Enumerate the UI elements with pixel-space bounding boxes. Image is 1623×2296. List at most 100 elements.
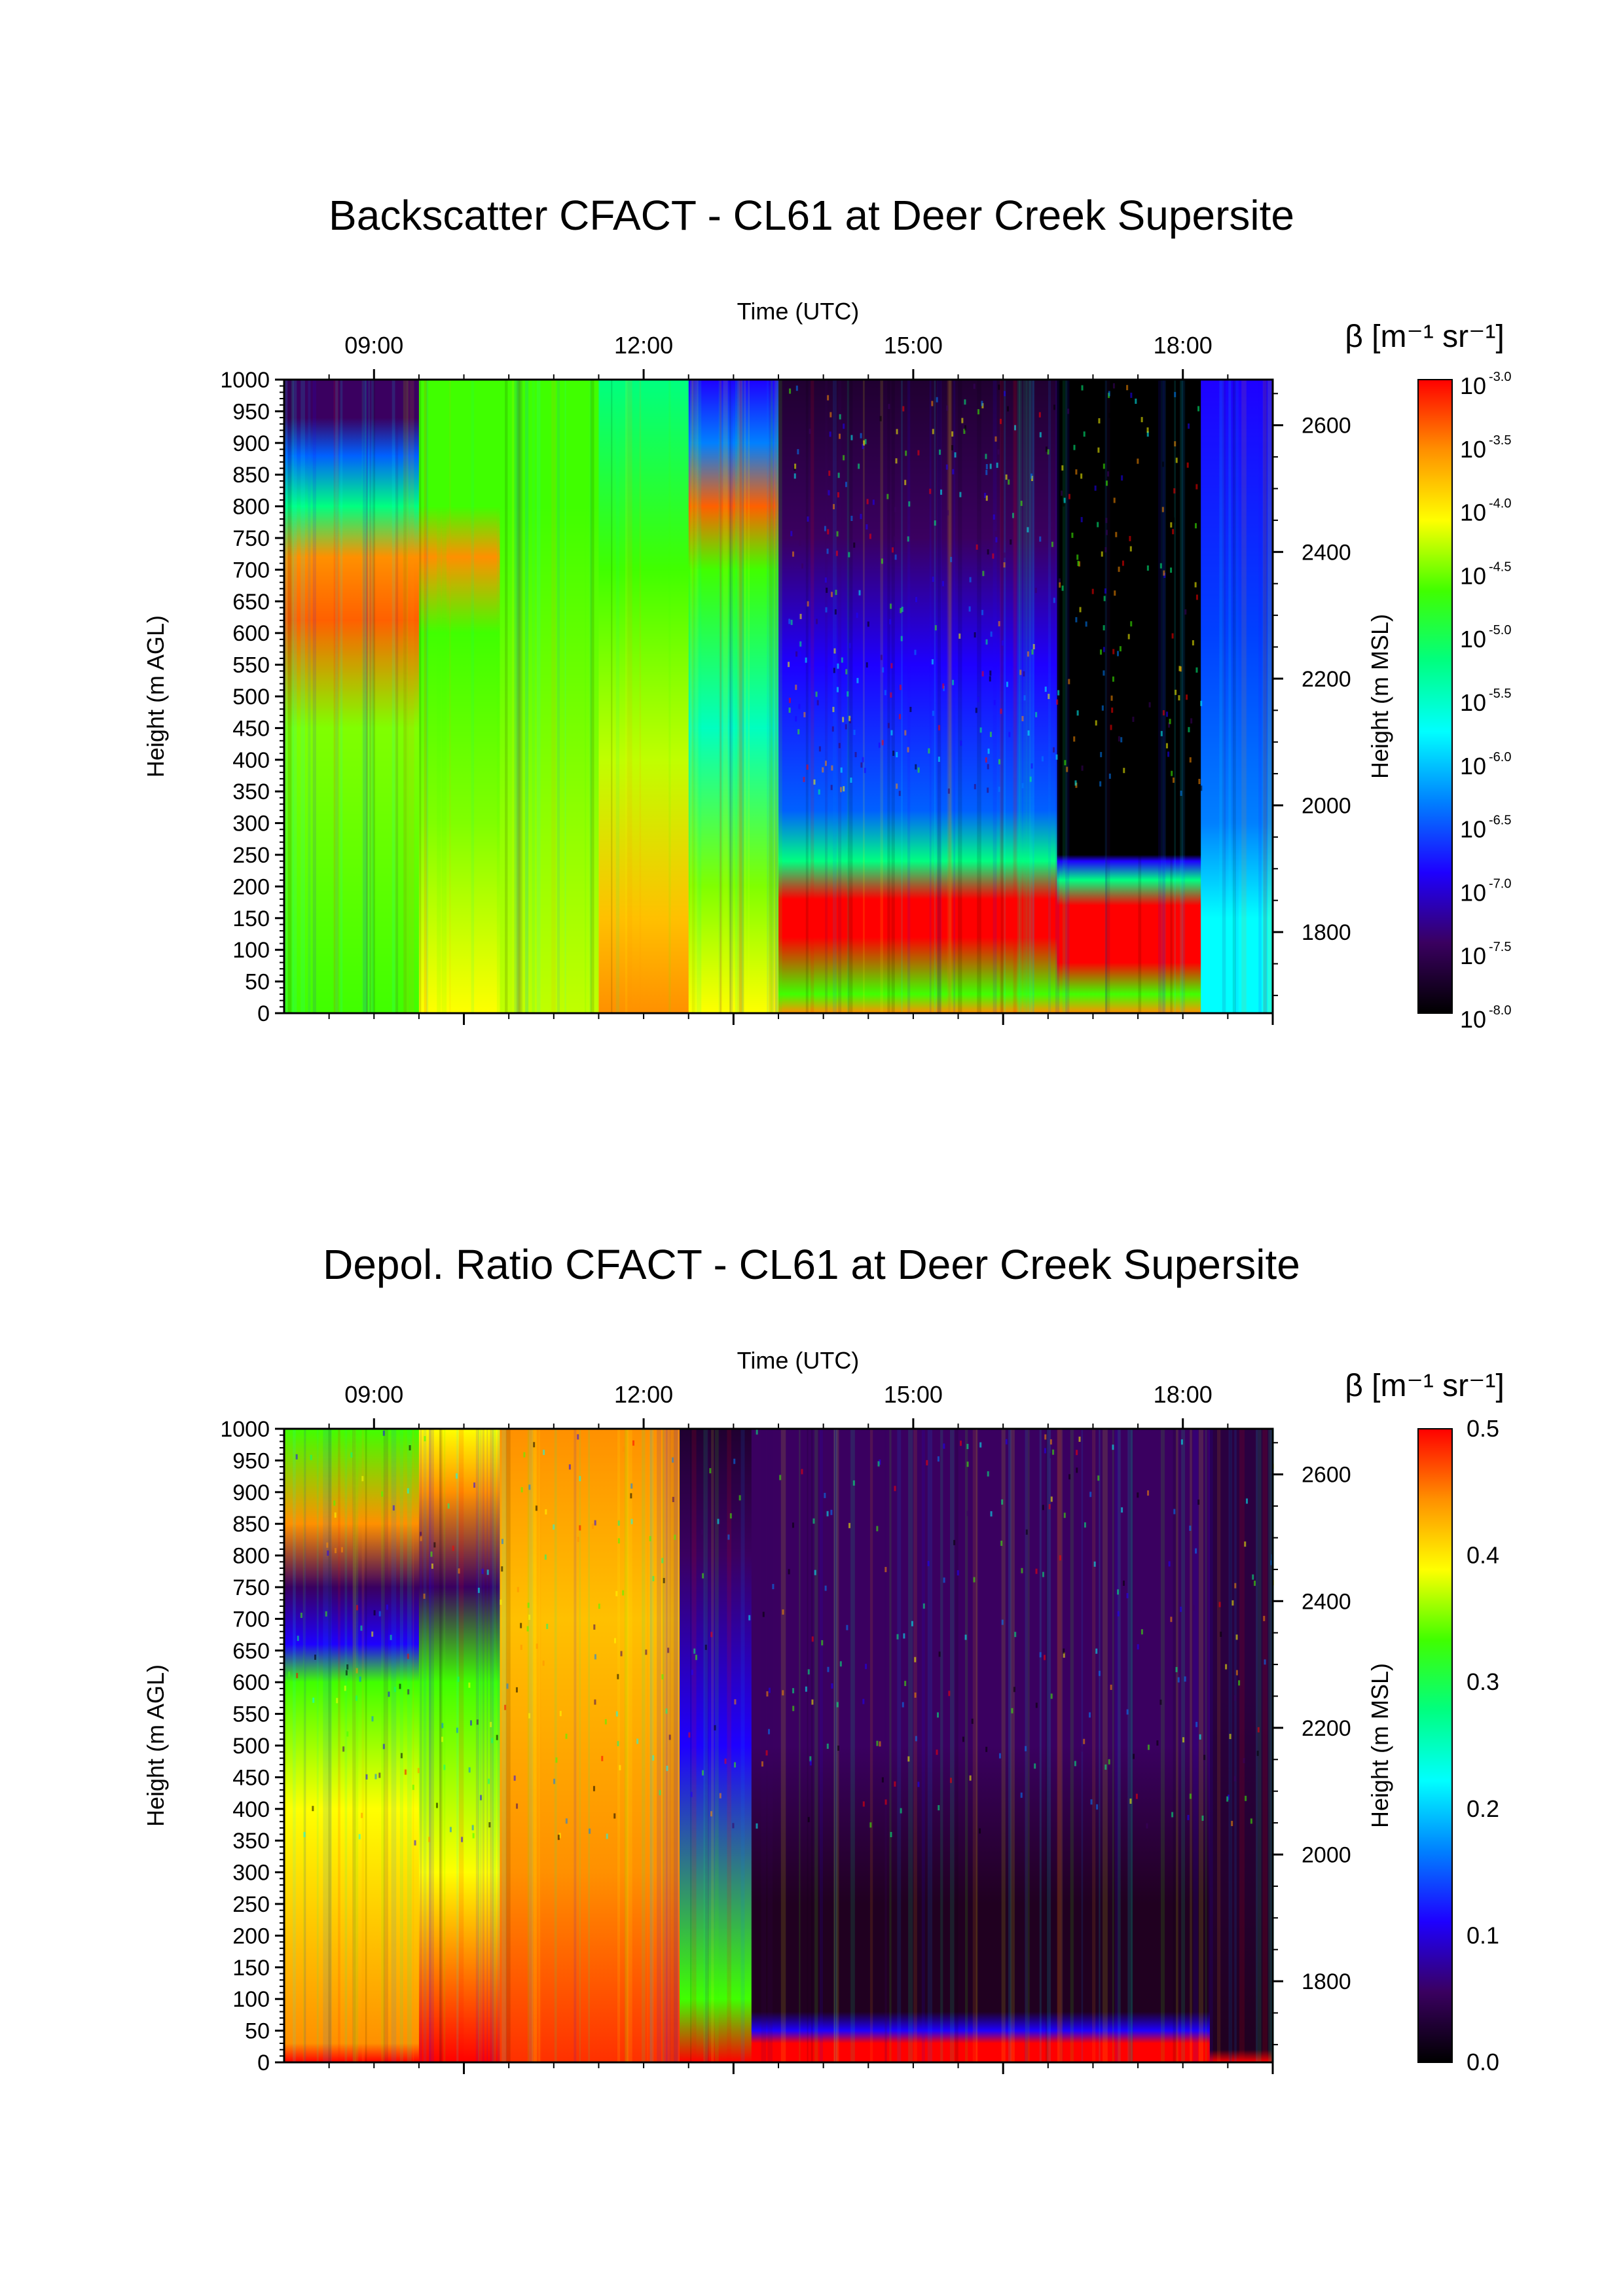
heatmap-speckle	[837, 1745, 840, 1751]
heatmap-speckle	[926, 1460, 928, 1465]
heatmap-streak	[1232, 380, 1236, 1013]
heatmap-speckle	[469, 1720, 472, 1726]
heatmap-speckle	[1129, 1798, 1132, 1804]
heatmap-speckle	[1173, 777, 1175, 783]
heatmap-speckle	[942, 683, 945, 689]
heatmap-speckle	[1127, 634, 1130, 639]
heatmap-speckle	[833, 504, 835, 510]
y-tick-label: 400	[232, 1797, 270, 1822]
heatmap-speckle	[765, 1750, 768, 1756]
heatmap-speckle	[1097, 1475, 1100, 1481]
heatmap-streak	[407, 380, 410, 1013]
heatmap-speckle	[853, 729, 856, 735]
heatmap-speckle	[1103, 670, 1105, 676]
heatmap-speckle	[837, 663, 839, 669]
heatmap-speckle	[1263, 1615, 1266, 1621]
heatmap-streak	[1105, 380, 1108, 1013]
heatmap-speckle	[1027, 730, 1030, 736]
heatmap-speckle	[528, 1484, 531, 1490]
heatmap-speckle	[914, 1657, 917, 1662]
heatmap-speckle	[390, 1634, 392, 1640]
heatmap-streak	[439, 1429, 443, 2062]
heatmap-speckle	[915, 1736, 917, 1742]
heatmap-speckle	[826, 1511, 829, 1516]
heatmap-speckle	[884, 1799, 887, 1805]
heatmap-streak	[950, 1429, 955, 2062]
heatmap-speckle	[1001, 1499, 1004, 1505]
heatmap-speckle	[879, 1459, 881, 1465]
heatmap-speckle	[1117, 1611, 1120, 1617]
heatmap-band	[688, 380, 779, 1013]
heatmap-speckle	[880, 655, 883, 660]
heatmap-speckle	[1012, 512, 1014, 518]
heatmap-speckle	[788, 698, 791, 704]
heatmap-speckle	[1071, 546, 1074, 552]
y2-tick-label: 2000	[1302, 793, 1351, 818]
heatmap-speckle	[1021, 715, 1024, 721]
heatmap-speckle	[788, 708, 791, 713]
heatmap-speckle	[672, 1497, 674, 1503]
heatmap-speckle	[1081, 765, 1084, 771]
heatmap-speckle	[833, 668, 835, 673]
heatmap-speckle	[879, 1741, 881, 1747]
heatmap-speckle	[1113, 497, 1116, 503]
heatmap-speckle	[717, 1518, 720, 1524]
heatmap-speckle	[1147, 1490, 1150, 1496]
heatmap-speckle	[1220, 1631, 1222, 1637]
heatmap-speckle	[981, 401, 983, 406]
heatmap-speckle	[661, 1558, 664, 1564]
heatmap-speckle	[528, 1614, 531, 1620]
colorbar-tick-label: 0.1	[1467, 1922, 1499, 1948]
heatmap-speckle	[1180, 791, 1182, 797]
heatmap-streak	[696, 380, 702, 1013]
heatmap-streak	[589, 380, 592, 1013]
heatmap-streak	[1081, 1429, 1084, 2062]
heatmap-speckle	[523, 1452, 526, 1458]
heatmap-speckle	[501, 1566, 503, 1572]
heatmap-speckle	[407, 1689, 410, 1695]
heatmap-streak	[719, 380, 721, 1013]
y-tick-label: 1000	[220, 368, 270, 393]
heatmap-streak	[1219, 380, 1224, 1013]
y2-tick-label: 2200	[1302, 1716, 1351, 1741]
heatmap-speckle	[748, 1615, 751, 1621]
heatmap-streak	[532, 380, 535, 1013]
heatmap-speckle	[1034, 588, 1037, 594]
heatmap-speckle	[1150, 614, 1153, 620]
heatmap-streak	[668, 380, 671, 1013]
heatmap-speckle	[388, 1691, 390, 1697]
heatmap-speckle	[1095, 1648, 1098, 1654]
heatmap-streak	[691, 380, 696, 1013]
heatmap-speckle	[1139, 778, 1141, 784]
heatmap-speckle	[1104, 1764, 1107, 1770]
heatmap-speckle	[1068, 493, 1070, 499]
heatmap-speckle	[592, 1523, 594, 1529]
heatmap-speckle	[1059, 582, 1061, 588]
chart-title-depol: Depol. Ratio CFACT - CL61 at Deer Creek …	[323, 1241, 1300, 1288]
heatmap-streak	[365, 380, 367, 1013]
heatmap-streak	[1014, 380, 1017, 1013]
heatmap-streak	[729, 380, 733, 1013]
heatmap-speckle	[1188, 423, 1190, 429]
heatmap-speckle	[1029, 776, 1032, 782]
heatmap-speckle	[807, 1669, 810, 1675]
heatmap-speckle	[984, 492, 987, 498]
heatmap-speckle	[830, 1509, 833, 1515]
heatmap-speckle	[917, 450, 920, 456]
heatmap-speckle	[1108, 1759, 1110, 1765]
heatmap-streak	[501, 1429, 507, 2062]
heatmap-speckle	[1137, 458, 1139, 464]
heatmap-speckle	[409, 1445, 411, 1451]
heatmap-speckle	[876, 1526, 879, 1532]
heatmap-speckle	[1194, 582, 1197, 588]
heatmap-speckle	[890, 1831, 892, 1837]
heatmap-speckle	[496, 1734, 498, 1740]
colorbar-tick-exponent: -6.5	[1489, 814, 1511, 828]
heatmap-speckle	[898, 713, 901, 719]
heatmap-speckle	[1039, 536, 1042, 542]
heatmap-band	[1057, 380, 1201, 1013]
heatmap-streak	[490, 1429, 494, 2062]
heatmap-speckle	[896, 1634, 899, 1640]
heatmap-speckle	[536, 1643, 538, 1649]
colorbar-tick-label: 10	[1460, 879, 1486, 906]
